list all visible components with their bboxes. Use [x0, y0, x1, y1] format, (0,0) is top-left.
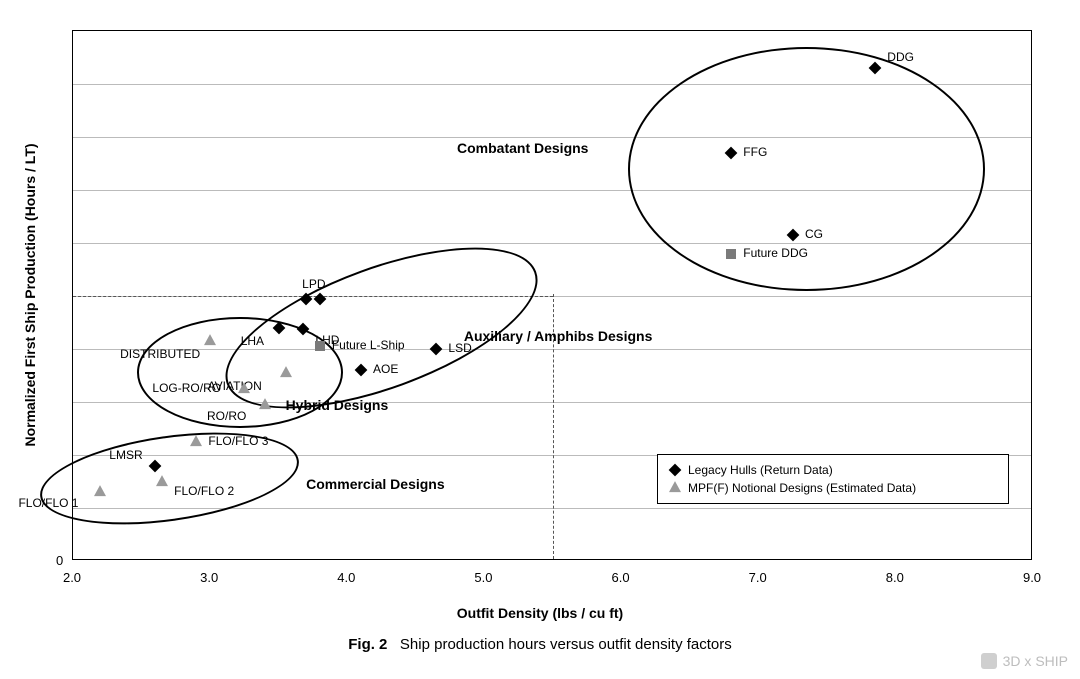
- point-label-future-lship: Future L-Ship: [332, 338, 405, 352]
- point-label-lmsr: LMSR: [109, 448, 142, 462]
- point-label-lsd: LSD: [448, 341, 471, 355]
- point-label-cg: CG: [805, 227, 823, 241]
- group-label-aux: Auxiliary / Amphibs Designs: [464, 328, 653, 344]
- plot-area: Combatant Designs Auxiliary / Amphibs Des…: [72, 30, 1032, 560]
- x-tick-label: 3.0: [200, 570, 218, 585]
- point-label-log-roro: LOG-RO/RO: [152, 381, 221, 395]
- point-label-aoe: AOE: [373, 362, 398, 376]
- group-label-combatant: Combatant Designs: [457, 140, 588, 156]
- point-label-lha: LHA: [241, 334, 264, 348]
- triangle-marker: [94, 485, 106, 496]
- x-tick-label: 9.0: [1023, 570, 1041, 585]
- page-root: Normalized First Ship Production (Hours …: [0, 0, 1080, 679]
- y-zero-label: 0: [56, 553, 63, 568]
- x-tick-label: 5.0: [474, 570, 492, 585]
- point-label-roro: RO/RO: [207, 409, 246, 423]
- watermark-icon: [981, 653, 997, 669]
- x-tick-label: 8.0: [886, 570, 904, 585]
- point-label-floflo1: FLO/FLO 1: [18, 496, 78, 510]
- x-tick-label: 7.0: [749, 570, 767, 585]
- x-tick-label: 2.0: [63, 570, 81, 585]
- point-label-distributed: DISTRIBUTED: [120, 347, 200, 361]
- triangle-marker: [204, 334, 216, 345]
- triangle-marker: [156, 475, 168, 486]
- triangle-marker: [259, 398, 271, 409]
- legend-row: Legacy Hulls (Return Data): [668, 461, 998, 479]
- group-label-commercial: Commercial Designs: [306, 476, 445, 492]
- legend-label: MPF(F) Notional Designs (Estimated Data): [688, 479, 916, 497]
- point-label-lpd: LPD: [302, 277, 325, 291]
- x-tick-label: 6.0: [612, 570, 630, 585]
- legend-row: MPF(F) Notional Designs (Estimated Data): [668, 479, 998, 497]
- figure-caption-label: Fig. 2: [348, 636, 387, 653]
- legend-marker-diamond: [668, 463, 682, 477]
- legend-label: Legacy Hulls (Return Data): [688, 461, 833, 479]
- point-label-floflo2: FLO/FLO 2: [174, 484, 234, 498]
- watermark: 3D x SHIP: [981, 653, 1068, 669]
- group-label-hybrid: Hybrid Designs: [286, 397, 389, 413]
- point-label-floflo3: FLO/FLO 3: [208, 434, 268, 448]
- watermark-text: 3D x SHIP: [1003, 653, 1068, 669]
- point-label-future-ddg: Future DDG: [743, 246, 808, 260]
- x-tick-label: 4.0: [337, 570, 355, 585]
- triangle-marker: [190, 435, 202, 446]
- legend: Legacy Hulls (Return Data)MPF(F) Notiona…: [657, 454, 1009, 504]
- figure-caption: Fig. 2 Ship production hours versus outf…: [348, 636, 732, 653]
- triangle-marker: [238, 382, 250, 393]
- figure-caption-text: Ship production hours versus outfit dens…: [400, 636, 732, 653]
- legend-marker-triangle: [668, 481, 682, 495]
- square-marker: [315, 341, 325, 351]
- x-axis-title: Outfit Density (lbs / cu ft): [457, 605, 623, 621]
- y-axis-title: Normalized First Ship Production (Hours …: [22, 143, 38, 446]
- square-marker: [726, 249, 736, 259]
- point-label-ffg: FFG: [743, 145, 767, 159]
- point-label-ddg: DDG: [887, 50, 914, 64]
- triangle-marker: [280, 366, 292, 377]
